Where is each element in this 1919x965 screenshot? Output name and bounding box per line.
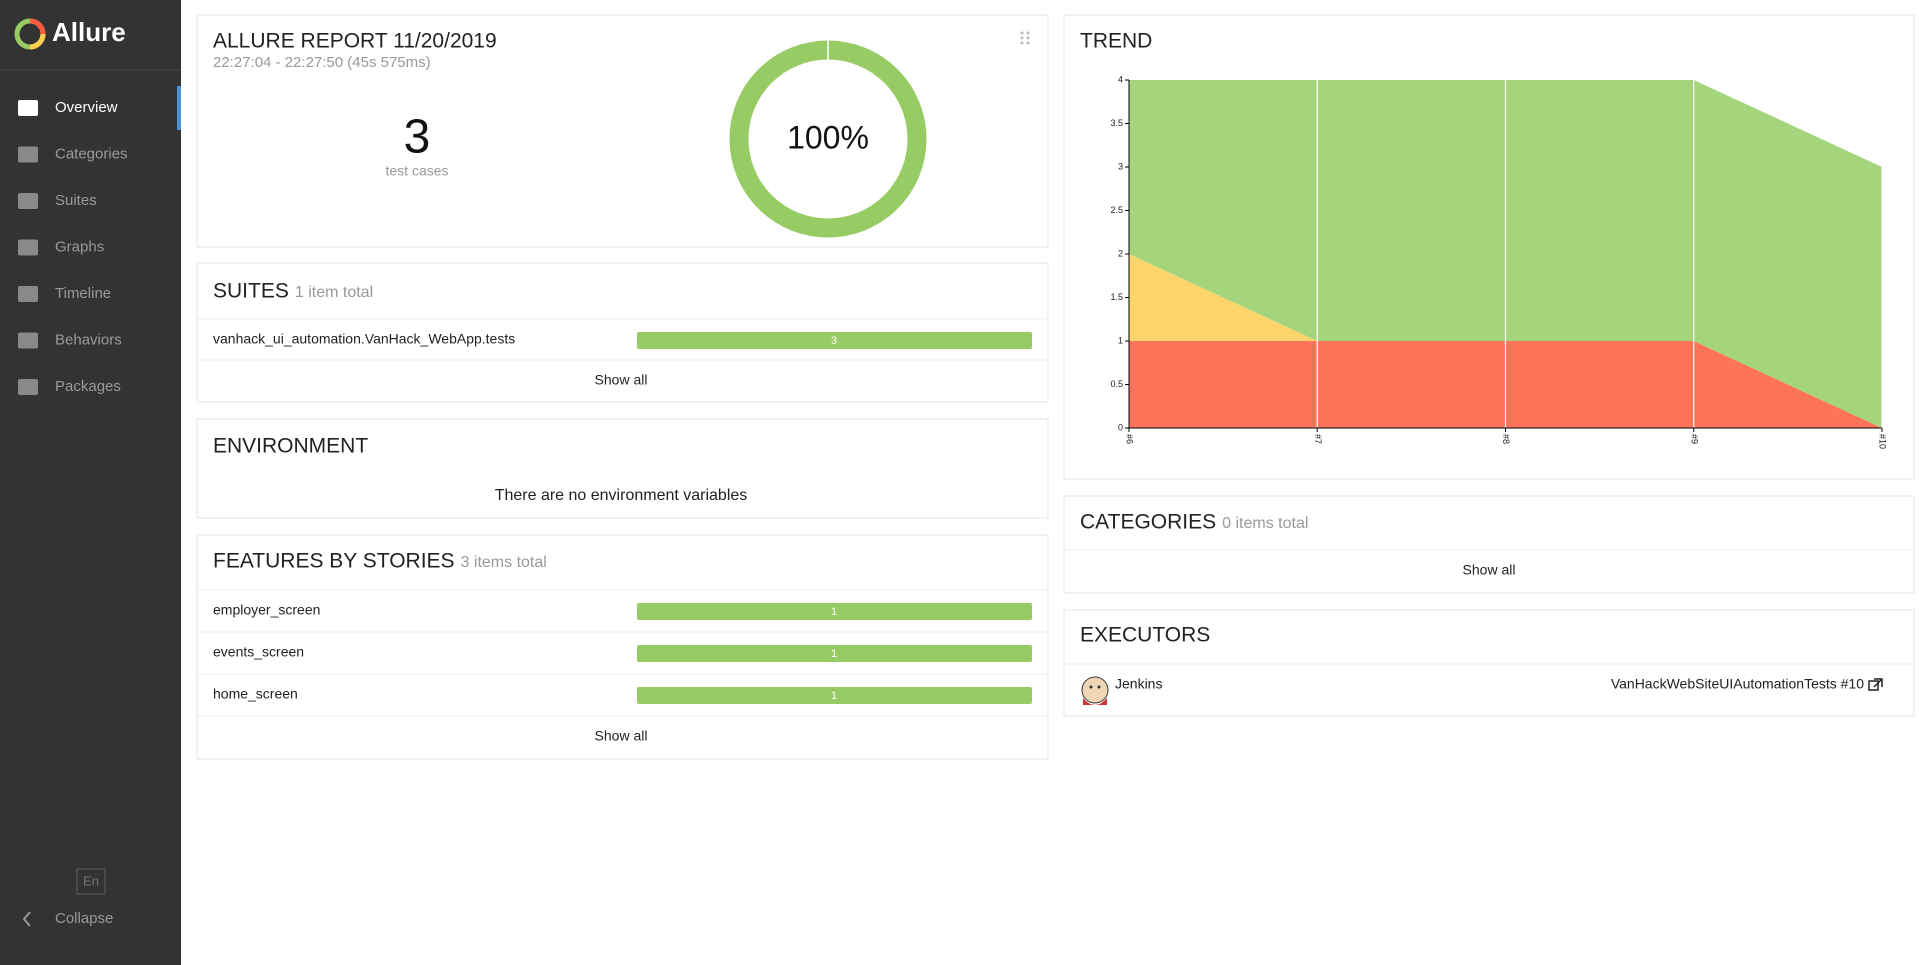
row-name[interactable]: employer_screen	[213, 602, 320, 618]
suites-title: SUITES	[213, 280, 289, 303]
environment-card	[196, 418, 1049, 519]
y-tick-label: 0	[1118, 422, 1123, 432]
test-case-count: 3	[404, 111, 431, 164]
nav-item[interactable]: Suites	[55, 192, 97, 209]
x-tick-label: #8	[1501, 434, 1511, 444]
row-name[interactable]: home_screen	[213, 686, 298, 702]
suites-count: 1 item total	[295, 284, 373, 301]
status-bar	[637, 687, 1032, 704]
y-tick-label: 1.5	[1110, 292, 1123, 302]
executors-card	[1063, 609, 1915, 717]
x-tick-label: #9	[1689, 434, 1699, 444]
language[interactable]: En	[83, 873, 99, 888]
status-bar	[637, 645, 1032, 662]
brand: Allure	[52, 17, 126, 47]
categories-title: CATEGORIES	[1080, 511, 1216, 534]
logo-arc	[29, 18, 46, 35]
y-tick-label: 0.5	[1110, 379, 1123, 389]
nav-item[interactable]: Categories	[55, 145, 128, 162]
y-tick-label: 3.5	[1110, 118, 1123, 128]
row-name[interactable]: vanhack_ui_automation.VanHack_WebApp.tes…	[213, 331, 515, 347]
nav-icon[interactable]	[18, 239, 38, 256]
nav-icon[interactable]	[18, 146, 38, 163]
trend-title: TREND	[1080, 30, 1152, 53]
logo-arc	[29, 33, 46, 50]
show-all[interactable]: Show all	[1463, 562, 1516, 578]
bar-label: 1	[831, 648, 837, 660]
features-title: FEATURES BY STORIES	[213, 550, 455, 573]
summary-title: ALLURE REPORT 11/20/2019	[213, 30, 497, 53]
categories-card	[1063, 495, 1915, 594]
nav-item[interactable]: Graphs	[55, 238, 104, 255]
show-all[interactable]: Show all	[595, 728, 648, 744]
test-case-label: test cases	[385, 163, 448, 179]
trend-chart: #6 #7 #8 #9 #10 0 0.5 1 1.5 2 2.5 3 3.5 4	[1110, 74, 1887, 449]
jenkins-icon	[1081, 676, 1109, 705]
bar-label: 1	[831, 606, 837, 618]
drag-handle[interactable]	[1020, 31, 1030, 45]
x-tick-label: #6	[1125, 434, 1135, 444]
nav-icon[interactable]	[18, 379, 38, 395]
y-tick-label: 4	[1118, 74, 1123, 84]
status-bar	[637, 603, 1032, 620]
nav-icon[interactable]	[18, 332, 38, 349]
y-tick-label: 1	[1118, 335, 1123, 345]
nav-item[interactable]: Packages	[55, 378, 121, 395]
executor-build[interactable]: VanHackWebSiteUIAutomationTests #10	[1611, 676, 1864, 692]
active-indicator	[177, 86, 181, 130]
executors-title: EXECUTORS	[1080, 624, 1210, 647]
row-name[interactable]: events_screen	[213, 644, 304, 660]
bar-label: 1	[831, 690, 837, 702]
y-tick-label: 3	[1118, 161, 1123, 171]
nav-icon[interactable]	[18, 100, 38, 116]
features-count: 3 items total	[461, 554, 547, 571]
y-tick-label: 2	[1118, 248, 1123, 258]
x-tick-label: #10	[1878, 434, 1888, 449]
categories-count: 0 items total	[1222, 515, 1308, 532]
donut-label: 100%	[787, 119, 869, 155]
show-all[interactable]: Show all	[595, 372, 648, 388]
environment-title: ENVIRONMENT	[213, 435, 368, 458]
collapse[interactable]: Collapse	[55, 910, 113, 927]
nav-item[interactable]: Overview	[55, 99, 118, 116]
nav-icon[interactable]	[18, 193, 38, 209]
summary-time: 22:27:04 - 22:27:50 (45s 575ms)	[213, 54, 431, 71]
area	[1129, 254, 1882, 428]
executor-name[interactable]: Jenkins	[1115, 676, 1162, 692]
y-tick-label: 2.5	[1110, 205, 1123, 215]
status-bar	[637, 332, 1032, 349]
nav-item[interactable]: Timeline	[55, 285, 111, 302]
bar-label: 3	[831, 335, 837, 347]
language-button[interactable]	[76, 868, 106, 895]
summary-card	[196, 14, 1049, 248]
external-link-icon[interactable]	[1868, 678, 1883, 691]
nav-icon[interactable]	[18, 286, 38, 302]
environment-message: There are no environment variables	[495, 487, 748, 504]
nav: Overview Categories Suites Graphs Timeline Be…	[18, 86, 181, 395]
x-tick-label: #7	[1313, 434, 1323, 444]
nav-item[interactable]: Behaviors	[55, 331, 122, 348]
collapse-icon[interactable]	[22, 911, 31, 927]
